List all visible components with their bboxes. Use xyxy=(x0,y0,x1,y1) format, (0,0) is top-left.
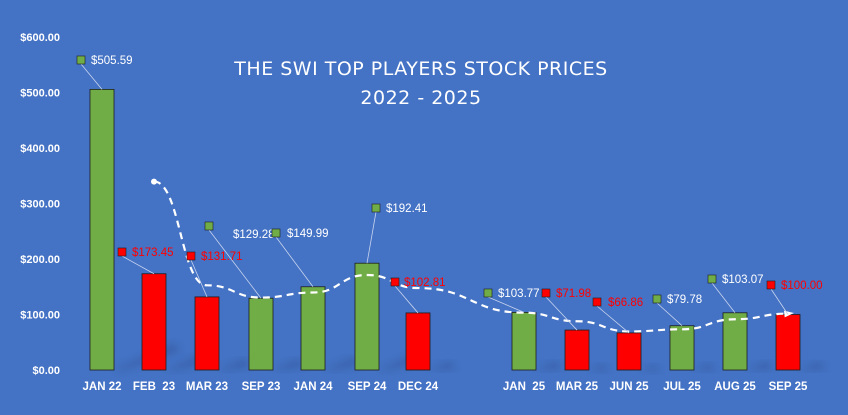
chart-title: THE SWI TOP PLAYERS STOCK PRICES xyxy=(233,58,607,80)
label-marker xyxy=(592,297,602,307)
data-label: $149.99 xyxy=(287,228,329,240)
data-label: $71.98 xyxy=(556,288,591,300)
label-marker xyxy=(541,288,551,298)
bar-jan-24 xyxy=(300,286,326,371)
label-marker xyxy=(271,228,281,238)
data-label: $129.28 xyxy=(233,229,275,241)
bar-shadow xyxy=(589,363,609,372)
label-marker xyxy=(652,294,662,304)
bar-shadow xyxy=(747,360,774,370)
y-axis: $0.00 $100.00 $200.00 $300.00 $400.00 $500.00… xyxy=(20,32,60,377)
bar-mar-25 xyxy=(564,329,590,371)
bar-aug-25 xyxy=(722,312,748,371)
x-tick-label: SEP 25 xyxy=(769,381,808,393)
y-tick-label: $400.00 xyxy=(20,143,60,155)
bar-jan-22 xyxy=(89,88,115,371)
bar-jan-25 xyxy=(511,312,537,371)
bar-jul-25 xyxy=(669,325,695,371)
label-marker xyxy=(390,277,400,287)
data-label: $103.07 xyxy=(722,274,764,286)
bar-shadow xyxy=(325,356,361,370)
y-tick-label: $300.00 xyxy=(20,199,60,211)
data-label: $173.45 xyxy=(132,247,174,259)
bar-dec-24 xyxy=(405,312,431,371)
bar-sep-24 xyxy=(354,262,380,371)
x-tick-label: JAN 22 xyxy=(83,381,122,393)
bar-shadow xyxy=(273,358,305,370)
x-tick-label: MAR 25 xyxy=(556,381,599,393)
bar-mar-23 xyxy=(194,296,220,371)
label-leader-line xyxy=(80,63,103,90)
x-tick-label: MAR 23 xyxy=(186,381,228,393)
data-labels: $505.59 $173.45 $131.71 $129.28 $149.99 $192.… xyxy=(76,55,823,309)
y-tick-label: $200.00 xyxy=(20,254,60,266)
bar-feb-23 xyxy=(141,273,167,371)
label-leader-line xyxy=(190,259,208,298)
label-leader-line xyxy=(656,302,683,327)
bar-shadows xyxy=(114,343,826,373)
label-marker xyxy=(371,203,381,213)
x-tick-label: SEP 23 xyxy=(242,381,281,393)
label-marker xyxy=(186,251,196,261)
chart-subtitle: 2022 - 2025 xyxy=(360,87,481,109)
label-leader-line xyxy=(275,236,314,287)
label-marker xyxy=(76,55,86,65)
x-tick-label: FEB 23 xyxy=(133,381,175,393)
x-axis: JAN 22 FEB 23 MAR 23 SEP 23 JAN 24 SEP 24 DEC … xyxy=(83,381,808,393)
label-leader-line xyxy=(208,229,262,299)
y-tick-label: $600.00 xyxy=(20,32,60,44)
bars xyxy=(89,88,801,371)
bar-sep-25 xyxy=(775,314,801,371)
data-label: $100.00 xyxy=(781,280,823,292)
trendline-start-dot xyxy=(151,178,157,185)
y-tick-label: $500.00 xyxy=(20,88,60,100)
data-label: $192.41 xyxy=(386,203,428,215)
data-label: $66.86 xyxy=(608,297,643,309)
label-marker xyxy=(483,288,493,298)
x-tick-label: JUN 25 xyxy=(610,381,650,393)
label-marker xyxy=(707,274,717,284)
label-leader-line xyxy=(545,296,578,331)
x-tick-label: JAN 25 xyxy=(503,381,546,393)
bar-sep-23 xyxy=(248,297,274,371)
trendline xyxy=(151,178,794,333)
data-label: $102.81 xyxy=(404,277,446,289)
data-label: $131.71 xyxy=(201,251,243,263)
bar-shadow xyxy=(800,361,826,370)
x-tick-label: DEC 24 xyxy=(398,381,439,393)
label-marker xyxy=(117,247,127,257)
label-leader-line xyxy=(596,305,630,334)
x-tick-label: AUG 25 xyxy=(714,381,756,393)
trendline-path xyxy=(153,180,789,333)
label-leaders xyxy=(80,63,789,334)
label-leader-line xyxy=(711,282,736,314)
label-leader-line xyxy=(121,255,155,275)
label-marker xyxy=(766,280,776,290)
bar-shadow xyxy=(536,360,563,370)
bar-shadow xyxy=(430,361,456,370)
bar-shadow xyxy=(219,358,251,370)
y-tick-label: $100.00 xyxy=(20,310,60,322)
bar-jun-25 xyxy=(616,332,642,371)
x-tick-label: JUL 25 xyxy=(663,381,701,393)
data-label: $79.78 xyxy=(667,294,702,306)
label-leader-line xyxy=(770,288,789,315)
x-tick-label: JAN 24 xyxy=(294,381,334,393)
label-leader-line xyxy=(487,296,525,313)
bar-shadow xyxy=(641,364,660,373)
x-tick-label: SEP 24 xyxy=(348,381,387,393)
bar-shadow xyxy=(694,363,716,372)
data-label: $505.59 xyxy=(91,55,133,67)
data-label: $103.77 xyxy=(498,288,540,300)
label-marker xyxy=(204,221,214,231)
y-tick-label: $0.00 xyxy=(32,365,60,377)
label-leader-line xyxy=(366,211,377,264)
label-leader-line xyxy=(394,285,419,314)
